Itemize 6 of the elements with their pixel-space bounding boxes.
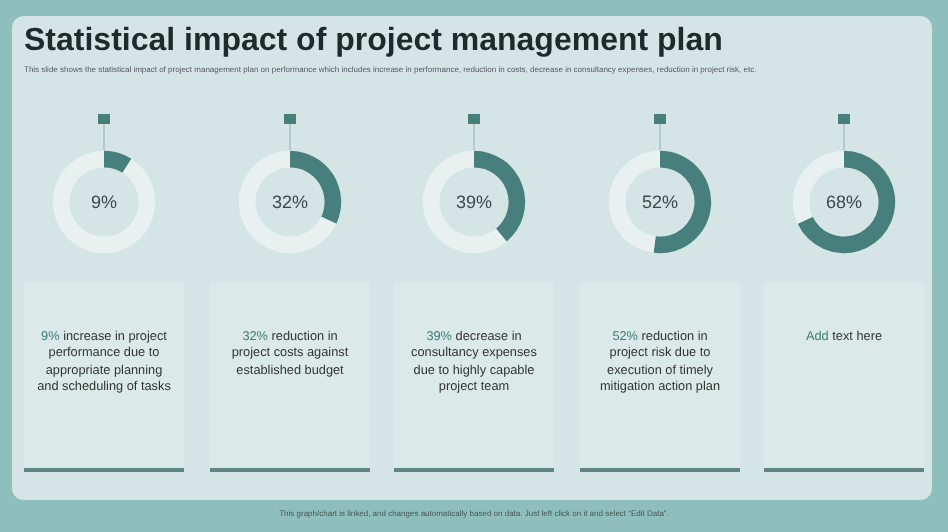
data-label: 52% xyxy=(641,192,679,212)
text: Statistical impact of project management plan xyxy=(24,24,723,60)
data-label: 68% xyxy=(825,192,863,212)
data-label: 9% xyxy=(90,192,118,212)
data-label: 39% xyxy=(455,192,493,212)
data-label: 32% xyxy=(271,192,309,212)
